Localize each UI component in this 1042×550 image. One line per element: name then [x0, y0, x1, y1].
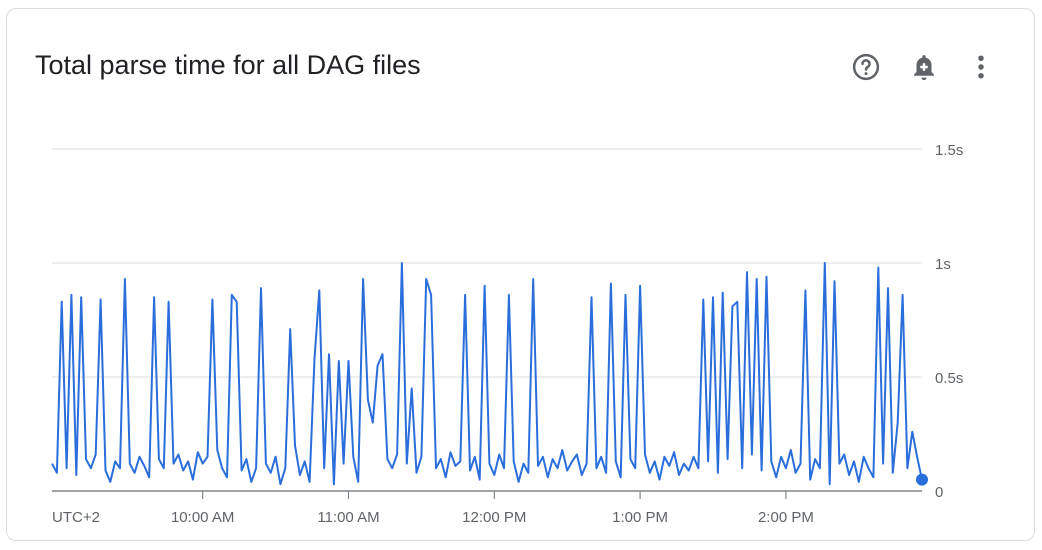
x-tick-label: 11:00 AM	[317, 509, 379, 526]
x-tick-label: 10:00 AM	[171, 509, 234, 526]
last-point-marker[interactable]	[916, 473, 928, 486]
x-tick-label: 2:00 PM	[758, 509, 814, 526]
timezone-label: UTC+2	[52, 509, 100, 526]
chart-card	[6, 8, 1035, 541]
x-tick-label: 1:00 PM	[612, 509, 668, 526]
x-tick-label: 12:00 PM	[462, 509, 526, 526]
more-vert-icon[interactable]	[966, 52, 996, 82]
help-circle-icon[interactable]	[851, 52, 881, 82]
add-alert-bell-icon[interactable]	[909, 52, 939, 82]
chart-title: Total parse time for all DAG files	[35, 50, 421, 80]
series-line	[51, 262, 923, 486]
y-tick-label: 0	[935, 484, 943, 501]
y-tick-label: 0.5s	[935, 370, 963, 387]
y-tick-label: 1.5s	[935, 142, 963, 159]
y-tick-label: 1s	[935, 256, 951, 273]
